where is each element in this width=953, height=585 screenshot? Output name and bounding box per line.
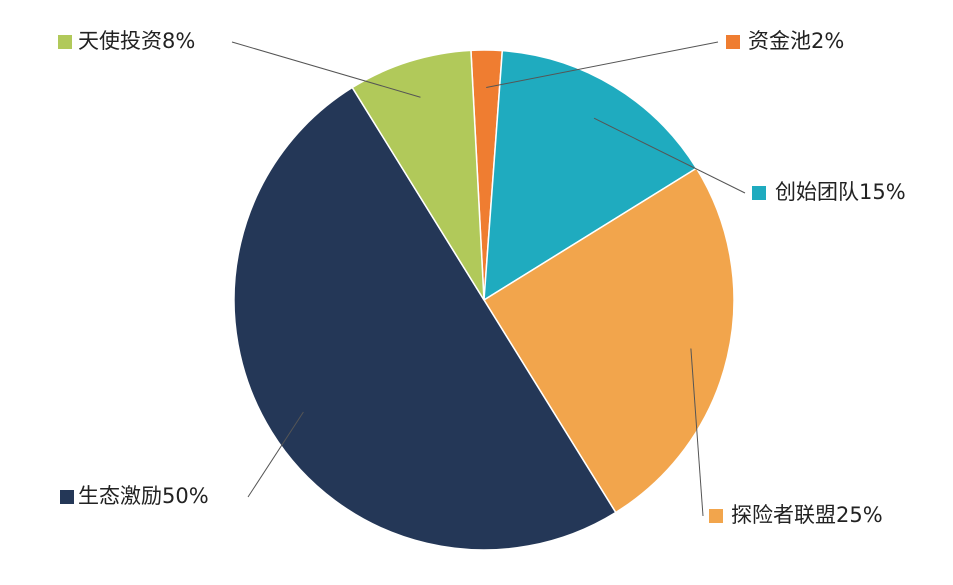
leader-line bbox=[690, 348, 704, 517]
pie-slice bbox=[482, 167, 735, 514]
pie-slice bbox=[483, 49, 698, 302]
label-swatch bbox=[752, 186, 766, 200]
pie-slice bbox=[351, 49, 485, 301]
category-name: 创始团队 bbox=[775, 180, 859, 204]
value-label: 15% bbox=[859, 180, 906, 204]
slice-label: 探险者联盟25% bbox=[731, 503, 883, 527]
value-label: 8% bbox=[162, 29, 195, 53]
leader-line bbox=[247, 411, 304, 498]
category-name: 资金池 bbox=[748, 29, 811, 53]
value-label: 25% bbox=[836, 503, 883, 527]
leader-line bbox=[593, 117, 746, 194]
leader-line bbox=[231, 41, 421, 98]
label-swatch bbox=[726, 35, 740, 49]
label-swatch bbox=[58, 35, 72, 49]
pie-slice bbox=[233, 86, 617, 551]
leader-line bbox=[486, 41, 719, 89]
slice-label: 资金池2% bbox=[748, 29, 844, 53]
slice-label: 生态激励50% bbox=[78, 484, 209, 508]
category-name: 探险者联盟 bbox=[731, 503, 836, 527]
slice-label: 天使投资8% bbox=[78, 29, 195, 53]
slice-label: 创始团队15% bbox=[775, 180, 906, 204]
value-label: 2% bbox=[811, 29, 844, 53]
label-swatch bbox=[60, 490, 74, 504]
category-name: 天使投资 bbox=[78, 29, 162, 53]
category-name: 生态激励 bbox=[78, 484, 162, 508]
value-label: 50% bbox=[162, 484, 209, 508]
label-swatch bbox=[709, 509, 723, 523]
